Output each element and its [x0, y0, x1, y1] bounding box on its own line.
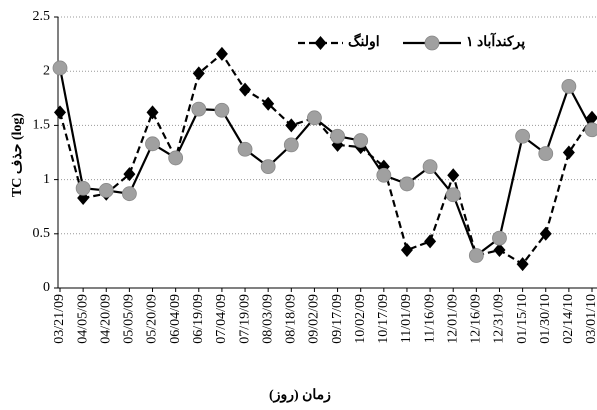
data-point — [146, 105, 159, 120]
data-point — [516, 257, 529, 272]
x-tick-label: 01/30/10 — [538, 294, 553, 344]
x-tick-label: 08/18/09 — [284, 294, 299, 344]
data-point — [562, 145, 575, 160]
data-point — [54, 105, 66, 120]
series-line — [58, 52, 593, 266]
legend-label: اولنگ — [348, 33, 380, 50]
series-line — [58, 67, 593, 258]
x-tick-label: 10/17/09 — [376, 294, 391, 344]
data-point — [145, 136, 160, 152]
data-point — [52, 60, 68, 76]
data-point — [285, 118, 298, 133]
data-point — [586, 110, 597, 125]
x-tick-label: 03/21/09 — [52, 294, 67, 344]
x-tick-label: 06/19/09 — [191, 294, 206, 344]
x-tick-label: 07/19/09 — [237, 294, 252, 344]
x-tick-label: 07/04/09 — [214, 294, 229, 344]
data-point — [192, 66, 205, 81]
data-point — [492, 230, 507, 246]
data-point — [123, 167, 136, 182]
data-point — [98, 183, 114, 198]
x-tick-label: 05/20/09 — [145, 294, 160, 344]
y-tick-label: 2 — [43, 63, 50, 78]
data-point — [445, 187, 461, 203]
data-point — [262, 96, 275, 111]
data-point — [424, 234, 437, 249]
legend-marker — [424, 35, 440, 51]
data-point — [214, 102, 230, 118]
data-point — [260, 159, 276, 174]
data-point — [422, 159, 438, 174]
x-tick-label: 09/17/09 — [330, 294, 345, 344]
x-tick-label: 05/05/09 — [122, 294, 137, 344]
data-point — [376, 167, 392, 183]
x-tick-label: 01/15/10 — [515, 294, 530, 344]
data-point — [561, 78, 577, 94]
legend-label: پرکندآباد ۱ — [466, 32, 525, 50]
x-tick-label: 11/16/09 — [422, 294, 437, 343]
x-tick-label: 04/05/09 — [75, 294, 90, 344]
data-point — [307, 110, 322, 126]
y-tick-label: 0 — [43, 280, 50, 295]
x-tick-label: 09/02/09 — [307, 294, 322, 344]
data-point — [539, 226, 552, 241]
x-tick-label: 12/16/09 — [469, 294, 484, 344]
data-point — [468, 248, 484, 263]
data-point — [353, 133, 369, 148]
x-tick-label: 04/20/09 — [98, 294, 113, 344]
data-point — [75, 180, 91, 196]
y-axis-label: TC حذف (log) — [10, 113, 25, 198]
data-point — [584, 122, 597, 138]
data-point — [447, 168, 460, 183]
y-tick-label: 1.5 — [33, 118, 51, 133]
x-tick-label: 06/04/09 — [168, 294, 183, 344]
y-tick-label: 2.5 — [33, 9, 51, 24]
x-tick-label: 08/03/09 — [260, 294, 275, 344]
y-tick-label: 0.5 — [33, 226, 51, 241]
data-point — [237, 141, 253, 157]
data-point — [283, 137, 299, 153]
data-point — [168, 150, 184, 166]
x-axis-label: زمان (روز) — [269, 388, 331, 403]
data-point — [515, 128, 531, 144]
x-tick-label: 12/01/09 — [445, 294, 460, 344]
x-tick-label: 12/31/09 — [492, 294, 507, 344]
data-point — [191, 101, 207, 117]
data-point — [538, 146, 554, 161]
y-tick-label: 1 — [43, 172, 50, 187]
data-point — [399, 176, 415, 192]
data-point — [121, 186, 137, 202]
data-point — [239, 82, 252, 97]
x-tick-label: 10/02/09 — [353, 294, 368, 344]
data-point — [493, 243, 506, 258]
legend-marker — [314, 36, 327, 50]
x-tick-label: 03/01/10 — [584, 294, 597, 344]
x-tick-label: 11/01/09 — [399, 294, 414, 343]
data-point — [215, 46, 228, 61]
data-point — [330, 128, 345, 144]
x-tick-label: 02/14/10 — [561, 294, 576, 344]
data-point — [400, 243, 413, 258]
